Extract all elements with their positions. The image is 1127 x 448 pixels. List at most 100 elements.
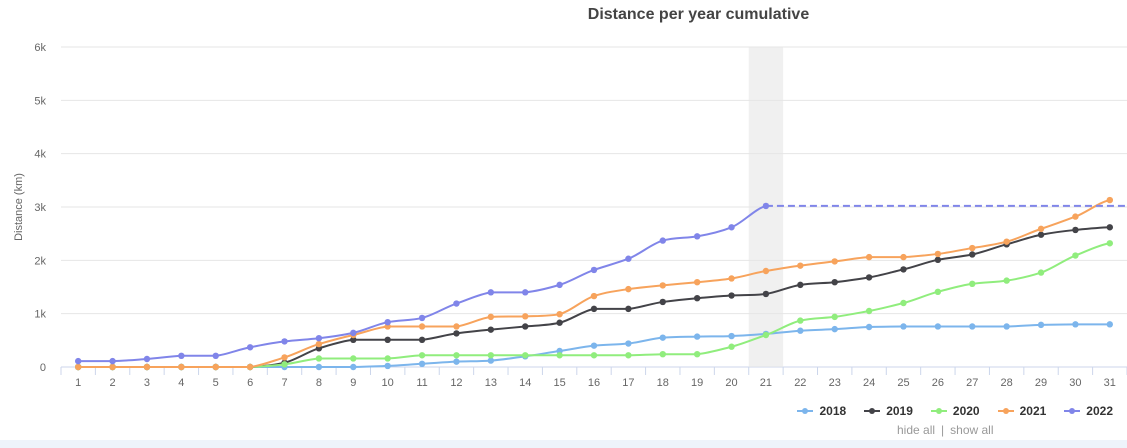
data-point-2022[interactable]: [109, 357, 116, 365]
data-point-2019[interactable]: [453, 330, 460, 337]
data-point-2019[interactable]: [728, 292, 735, 299]
data-point-2020[interactable]: [969, 280, 976, 287]
data-point-2020[interactable]: [797, 317, 804, 324]
data-point-2020[interactable]: [281, 361, 288, 368]
data-point-2018[interactable]: [1106, 321, 1114, 328]
data-point-2022[interactable]: [590, 266, 598, 274]
data-point-2019[interactable]: [900, 266, 907, 273]
data-point-2018[interactable]: [797, 327, 804, 334]
data-point-2022[interactable]: [693, 233, 701, 240]
data-point-2019[interactable]: [659, 298, 666, 306]
data-point-2022[interactable]: [556, 281, 563, 289]
show-all-link[interactable]: show all: [950, 423, 994, 437]
legend-item-2022[interactable]: 2022: [1064, 404, 1113, 418]
data-point-2019[interactable]: [350, 336, 357, 343]
data-point-2021[interactable]: [900, 253, 907, 261]
data-point-2018[interactable]: [728, 332, 735, 340]
data-point-2019[interactable]: [625, 305, 632, 313]
data-point-2021[interactable]: [143, 363, 151, 371]
data-point-2020[interactable]: [693, 351, 701, 358]
data-point-2021[interactable]: [969, 244, 976, 252]
data-point-2020[interactable]: [453, 352, 460, 359]
data-point-2020[interactable]: [522, 352, 529, 359]
data-point-2019[interactable]: [384, 336, 391, 343]
data-point-2021[interactable]: [556, 311, 563, 318]
data-point-2021[interactable]: [693, 279, 701, 286]
data-point-2022[interactable]: [487, 289, 495, 296]
data-point-2020[interactable]: [1106, 240, 1114, 247]
data-point-2021[interactable]: [315, 340, 323, 348]
data-point-2020[interactable]: [1072, 252, 1079, 259]
legend-item-2020[interactable]: 2020: [930, 404, 980, 418]
data-point-2018[interactable]: [590, 342, 598, 349]
data-point-2018[interactable]: [900, 323, 907, 330]
data-point-2021[interactable]: [728, 275, 735, 282]
data-point-2019[interactable]: [1072, 226, 1079, 234]
data-point-2018[interactable]: [659, 334, 666, 341]
data-point-2019[interactable]: [590, 305, 598, 313]
data-point-2019[interactable]: [969, 251, 976, 258]
data-point-2022[interactable]: [384, 319, 391, 326]
data-point-2020[interactable]: [418, 352, 426, 359]
data-point-2021[interactable]: [178, 363, 185, 371]
data-point-2019[interactable]: [797, 281, 804, 289]
data-point-2019[interactable]: [1106, 224, 1114, 231]
data-point-2020[interactable]: [315, 355, 323, 362]
data-point-2022[interactable]: [281, 338, 288, 345]
data-point-2020[interactable]: [350, 355, 357, 362]
legend-item-2021[interactable]: 2021: [997, 404, 1046, 418]
data-point-2018[interactable]: [969, 323, 976, 330]
data-point-2020[interactable]: [900, 299, 907, 307]
data-point-2021[interactable]: [74, 363, 82, 371]
data-point-2018[interactable]: [693, 333, 701, 340]
data-point-2018[interactable]: [625, 340, 632, 347]
data-point-2021[interactable]: [246, 363, 254, 371]
data-point-2019[interactable]: [1037, 231, 1045, 238]
data-point-2021[interactable]: [865, 253, 873, 261]
data-point-2021[interactable]: [212, 363, 219, 371]
data-point-2021[interactable]: [453, 323, 460, 330]
data-point-2021[interactable]: [762, 267, 770, 275]
data-point-2021[interactable]: [659, 282, 666, 289]
data-point-2021[interactable]: [418, 323, 426, 330]
data-point-2018[interactable]: [831, 325, 838, 333]
data-point-2022[interactable]: [453, 300, 460, 307]
data-point-2022[interactable]: [212, 352, 219, 359]
legend-item-2019[interactable]: 2019: [864, 404, 913, 418]
data-point-2019[interactable]: [487, 326, 495, 333]
data-point-2018[interactable]: [453, 358, 460, 365]
data-point-2021[interactable]: [590, 292, 598, 300]
data-point-2019[interactable]: [865, 274, 873, 281]
data-point-2022[interactable]: [659, 237, 666, 244]
data-point-2022[interactable]: [522, 289, 529, 296]
data-point-2020[interactable]: [556, 352, 563, 359]
data-point-2022[interactable]: [143, 355, 151, 363]
data-point-2022[interactable]: [315, 335, 323, 342]
data-point-2019[interactable]: [556, 319, 563, 326]
data-point-2018[interactable]: [1037, 321, 1045, 329]
data-point-2018[interactable]: [1003, 323, 1010, 330]
data-point-2021[interactable]: [625, 285, 632, 293]
data-point-2021[interactable]: [109, 363, 116, 371]
data-point-2019[interactable]: [762, 290, 770, 298]
data-point-2021[interactable]: [797, 262, 804, 269]
data-point-2019[interactable]: [934, 256, 942, 263]
data-point-2018[interactable]: [350, 363, 357, 371]
data-point-2020[interactable]: [590, 352, 598, 359]
data-point-2022[interactable]: [350, 329, 357, 337]
data-point-2019[interactable]: [831, 279, 838, 286]
data-point-2019[interactable]: [693, 295, 701, 302]
data-point-2021[interactable]: [522, 313, 529, 320]
data-point-2020[interactable]: [831, 313, 838, 321]
data-point-2018[interactable]: [934, 323, 942, 330]
data-point-2020[interactable]: [487, 352, 495, 359]
data-point-2020[interactable]: [659, 351, 666, 358]
data-point-2018[interactable]: [418, 360, 426, 367]
data-point-2022[interactable]: [178, 352, 185, 359]
data-point-2021[interactable]: [1037, 225, 1045, 233]
data-point-2019[interactable]: [522, 323, 529, 330]
data-point-2020[interactable]: [762, 331, 770, 339]
data-point-2020[interactable]: [728, 343, 735, 350]
legend-item-2018[interactable]: 2018: [797, 404, 846, 418]
data-point-2018[interactable]: [865, 323, 873, 331]
